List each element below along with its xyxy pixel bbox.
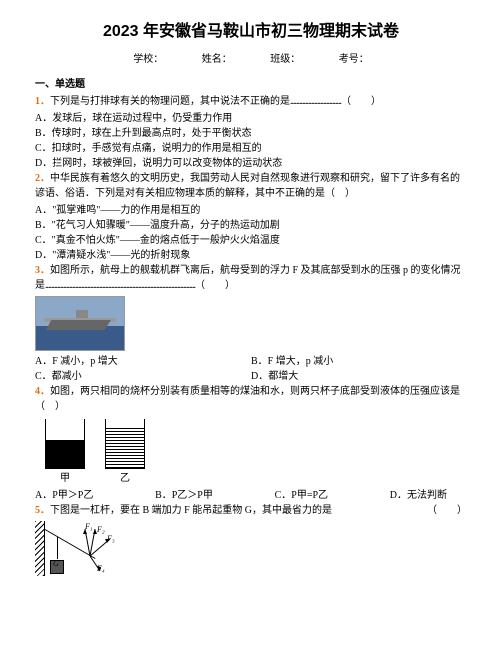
q3-bracket: （ ） bbox=[195, 280, 235, 291]
question-1: 1．下列是与打排球有关的物理问题，其中说法不正确的是..............… bbox=[35, 94, 467, 109]
exam-title: 2023 年安徽省马鞍山市初三物理期末试卷 bbox=[35, 20, 467, 44]
question-3: 3．如图所示，航母上的舰载机群飞离后，航母受到的浮力 F 及其底部受到水的压强 … bbox=[35, 263, 467, 293]
q1-bracket: （ ） bbox=[341, 96, 381, 107]
student-info-row: 学校： 姓名： 班级： 考号： bbox=[35, 52, 467, 67]
q1-dots: .................................. bbox=[290, 96, 341, 107]
question-2: 2．中华民族有着悠久的文明历史，我国劳动人民对自然现象进行观察和研究，留下了许多… bbox=[35, 171, 467, 201]
beaker-diagram: 甲 乙 bbox=[45, 419, 467, 486]
examno-label: 考号： bbox=[339, 54, 369, 65]
q4-text: 如图，两只相同的烧杯分别装有质量相等的煤油和水，则两只杯子底部受到液体的压强应该… bbox=[35, 386, 460, 412]
aircraft-carrier-image bbox=[35, 296, 125, 351]
question-4: 4．如图，两只相同的烧杯分别装有质量相等的煤油和水，则两只杯子底部受到液体的压强… bbox=[35, 384, 467, 414]
q3-opt-a: A．F 减小，p 增大 bbox=[35, 354, 251, 369]
q1-opt-b: B．传球时，球在上升到最高点时，处于平衡状态 bbox=[35, 126, 467, 141]
beaker-1 bbox=[45, 419, 85, 469]
q2-opt-a: A．"孤掌难鸣"——力的作用是相互的 bbox=[35, 203, 467, 218]
beaker-2 bbox=[105, 419, 145, 469]
q2-opt-b: B．"花气习人知骤暖"——温度升高，分子的热运动加剧 bbox=[35, 218, 467, 233]
section-1-heading: 一、单选题 bbox=[35, 77, 467, 92]
q3-opt-b: B．F 增大，p 减小 bbox=[251, 354, 467, 369]
q3-opt-c: C．都减小 bbox=[35, 369, 251, 384]
q4-opt-b: B．P乙＞P甲 bbox=[155, 488, 213, 503]
q2-opt-c: C．"真金不怕火炼"——金的熔点低于一般炉火火焰温度 bbox=[35, 233, 467, 248]
q2-text: 中华民族有着悠久的文明历史，我国劳动人民对自然现象进行观察和研究，留下了许多有名… bbox=[35, 173, 460, 199]
q2-number: 2． bbox=[35, 173, 50, 184]
lever-diagram: G F₁ F₂ F₃ F₄ bbox=[35, 521, 115, 576]
q4-options: A．P甲＞P乙 B．P乙＞P甲 C．P甲=P乙 D．无法判断 bbox=[35, 488, 467, 503]
beaker-1-label: 甲 bbox=[45, 471, 85, 486]
q4-opt-a: A．P甲＞P乙 bbox=[35, 488, 93, 503]
school-label: 学校： bbox=[133, 54, 163, 65]
class-label: 班级： bbox=[270, 54, 300, 65]
question-5: 5．下图是一杠杆，要在 B 端加力 F 能吊起重物 G，其中最省力的是 （ ） bbox=[35, 503, 467, 518]
q4-opt-d: D．无法判断 bbox=[390, 488, 447, 503]
q1-number: 1． bbox=[35, 96, 50, 107]
beaker-2-label: 乙 bbox=[105, 471, 145, 486]
q4-opt-c: C．P甲=P乙 bbox=[275, 488, 328, 503]
q4-number: 4． bbox=[35, 386, 50, 397]
q1-opt-c: C．扣球时，手感觉有点痛，说明力的作用是相互的 bbox=[35, 141, 467, 156]
q1-opt-d: D．拦网时，球被弹回，说明力可以改变物体的运动状态 bbox=[35, 156, 467, 171]
q5-bracket: （ ） bbox=[427, 503, 467, 518]
q2-opt-d: D．"潭清疑水浅"——光的折射现象 bbox=[35, 248, 467, 263]
q3-dots: ........................................… bbox=[45, 280, 195, 291]
q3-opt-d: D．都增大 bbox=[251, 369, 467, 384]
q1-opt-a: A．发球后，球在运动过程中，仍受重力作用 bbox=[35, 111, 467, 126]
q5-number: 5． bbox=[35, 505, 50, 516]
q1-text: 下列是与打排球有关的物理问题，其中说法不正确的是 bbox=[50, 96, 290, 107]
q5-text: 下图是一杠杆，要在 B 端加力 F 能吊起重物 G，其中最省力的是 bbox=[50, 505, 332, 516]
q3-number: 3． bbox=[35, 265, 50, 276]
name-label: 姓名： bbox=[202, 54, 232, 65]
